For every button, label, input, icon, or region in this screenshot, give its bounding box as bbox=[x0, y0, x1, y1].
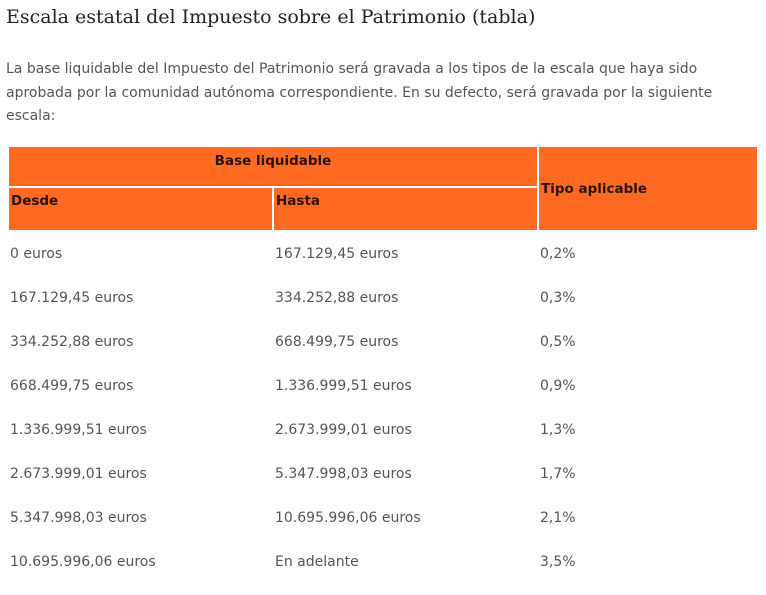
cell-tipo: 2,1% bbox=[540, 510, 576, 526]
cell-desde: 10.695.996,06 euros bbox=[10, 554, 156, 570]
table-row: 10.695.996,06 euros En adelante 3,5% bbox=[8, 540, 758, 584]
cell-tipo: 1,7% bbox=[540, 466, 576, 482]
tax-scale-table: Base liquidable Tipo aplicable Desde Has… bbox=[6, 145, 760, 584]
cell-hasta: 10.695.996,06 euros bbox=[275, 510, 421, 526]
header-tipo-aplicable: Tipo aplicable bbox=[537, 145, 760, 232]
table-row: 2.673.999,01 euros 5.347.998,03 euros 1,… bbox=[8, 452, 758, 496]
cell-desde: 5.347.998,03 euros bbox=[10, 510, 147, 526]
cell-desde: 1.336.999,51 euros bbox=[10, 422, 147, 438]
cell-desde: 668.499,75 euros bbox=[10, 378, 134, 394]
cell-tipo: 0,5% bbox=[540, 334, 576, 350]
table-row: 668.499,75 euros 1.336.999,51 euros 0,9% bbox=[8, 364, 758, 408]
cell-hasta: 167.129,45 euros bbox=[275, 246, 399, 262]
table-row: 334.252,88 euros 668.499,75 euros 0,5% bbox=[8, 320, 758, 364]
table-row: 167.129,45 euros 334.252,88 euros 0,3% bbox=[8, 276, 758, 320]
header-row-sub: Desde Hasta bbox=[7, 186, 758, 232]
cell-hasta: 5.347.998,03 euros bbox=[275, 466, 412, 482]
header-row-group: Base liquidable Tipo aplicable bbox=[6, 145, 760, 232]
table-header: Base liquidable Tipo aplicable Desde Has… bbox=[6, 145, 760, 232]
header-hasta: Hasta bbox=[271, 186, 540, 232]
table-row: 5.347.998,03 euros 10.695.996,06 euros 2… bbox=[8, 496, 758, 540]
cell-hasta: 1.336.999,51 euros bbox=[275, 378, 412, 394]
cell-tipo: 0,3% bbox=[540, 290, 576, 306]
cell-hasta: En adelante bbox=[275, 554, 359, 570]
intro-paragraph: La base liquidable del Impuesto del Patr… bbox=[6, 61, 713, 124]
cell-tipo: 3,5% bbox=[540, 554, 576, 570]
table-body: 0 euros 167.129,45 euros 0,2% 167.129,45… bbox=[8, 231, 758, 584]
cell-desde: 334.252,88 euros bbox=[10, 334, 134, 350]
cell-hasta: 2.673.999,01 euros bbox=[275, 422, 412, 438]
cell-tipo: 0,2% bbox=[540, 246, 576, 262]
cell-desde: 2.673.999,01 euros bbox=[10, 466, 147, 482]
cell-hasta: 334.252,88 euros bbox=[275, 290, 399, 306]
table-row: 1.336.999,51 euros 2.673.999,01 euros 1,… bbox=[8, 408, 758, 452]
table-row: 0 euros 167.129,45 euros 0,2% bbox=[8, 231, 758, 276]
cell-desde: 0 euros bbox=[10, 246, 63, 262]
header-desde: Desde bbox=[7, 186, 274, 232]
cell-tipo: 1,3% bbox=[540, 422, 576, 438]
page-title: Escala estatal del Impuesto sobre el Pat… bbox=[6, 6, 536, 28]
cell-desde: 167.129,45 euros bbox=[10, 290, 134, 306]
cell-hasta: 668.499,75 euros bbox=[275, 334, 399, 350]
header-base-liquidable: Base liquidable bbox=[6, 145, 540, 188]
cell-tipo: 0,9% bbox=[540, 378, 576, 394]
